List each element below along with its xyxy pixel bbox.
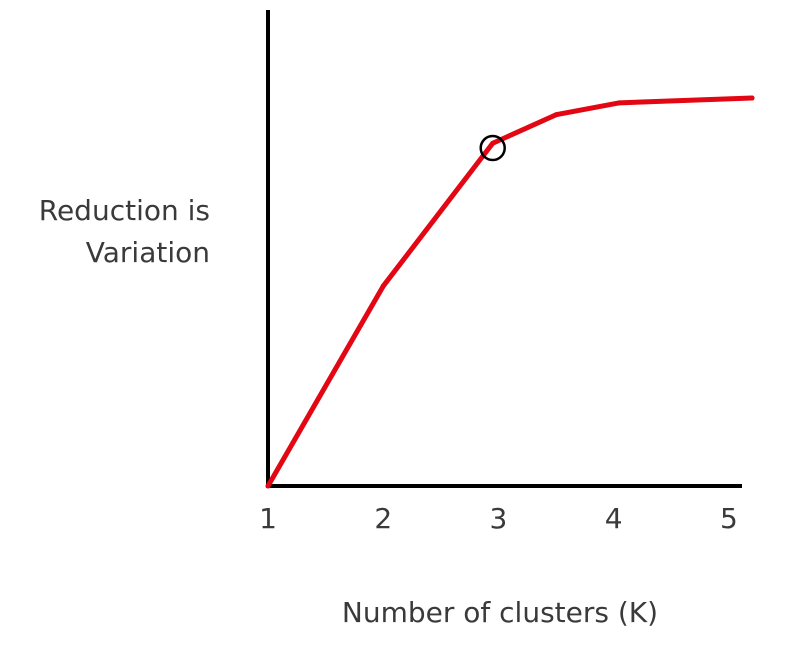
data-point-2: [380, 283, 386, 289]
data-point-4: [553, 112, 559, 118]
series-line: [265, 95, 755, 489]
x-tick-label-3: 3: [490, 502, 508, 535]
data-point-1: [265, 483, 271, 489]
y-axis-label-line-2: Variation: [85, 236, 210, 269]
y-axis-label: Reduction is Variation: [18, 190, 210, 274]
x-axis-label: Number of clusters (K): [341, 596, 659, 629]
y-axis-label-line-1: Reduction is: [38, 194, 210, 227]
x-tick-label-4: 4: [605, 502, 623, 535]
x-tick-labels: 1 2 3 4 5: [259, 502, 738, 535]
series-points: [265, 95, 755, 489]
elbow-marker: [479, 134, 506, 162]
data-point-3: [490, 140, 496, 146]
data-point-6: [749, 95, 755, 101]
x-tick-label-5: 5: [720, 502, 738, 535]
x-tick-label-1: 1: [259, 502, 277, 535]
data-point-5: [616, 100, 622, 106]
x-tick-label-2: 2: [374, 502, 392, 535]
